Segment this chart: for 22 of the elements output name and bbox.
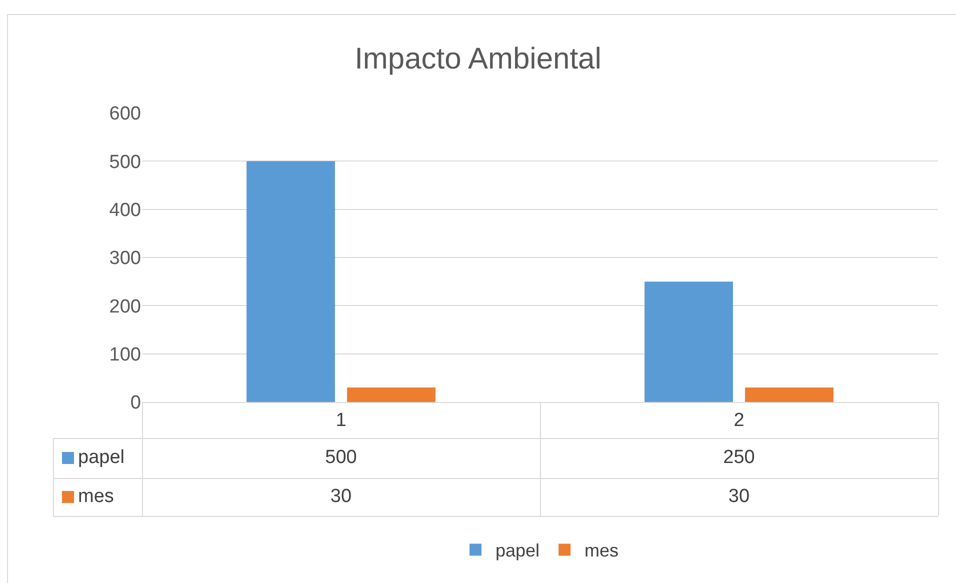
y-tick-label: 500 xyxy=(109,152,141,173)
legend-label: mes xyxy=(584,540,619,561)
y-tick-label: 300 xyxy=(109,248,141,270)
text: papel xyxy=(496,540,540,561)
text: mes xyxy=(78,486,114,507)
bar xyxy=(745,388,834,402)
x-tick-label: 2 xyxy=(734,410,744,431)
data-label: 30 xyxy=(330,486,352,508)
data-label: 250 xyxy=(723,447,755,469)
data-label: 30 xyxy=(728,486,750,508)
bar xyxy=(644,282,733,402)
legend-label: papel xyxy=(78,447,124,469)
y-tick-label: 100 xyxy=(109,344,141,366)
bar xyxy=(347,388,436,402)
chart-title: Impacto Ambiental xyxy=(354,42,602,76)
y-tick-label: 0 xyxy=(130,392,141,414)
y-tick-label: 400 xyxy=(109,200,141,221)
y-tick-label: 200 xyxy=(109,296,141,318)
data-label: 500 xyxy=(325,447,357,469)
bar xyxy=(246,161,335,402)
x-tick-label: 1 xyxy=(336,410,346,431)
y-tick-label: 600 xyxy=(109,104,141,125)
